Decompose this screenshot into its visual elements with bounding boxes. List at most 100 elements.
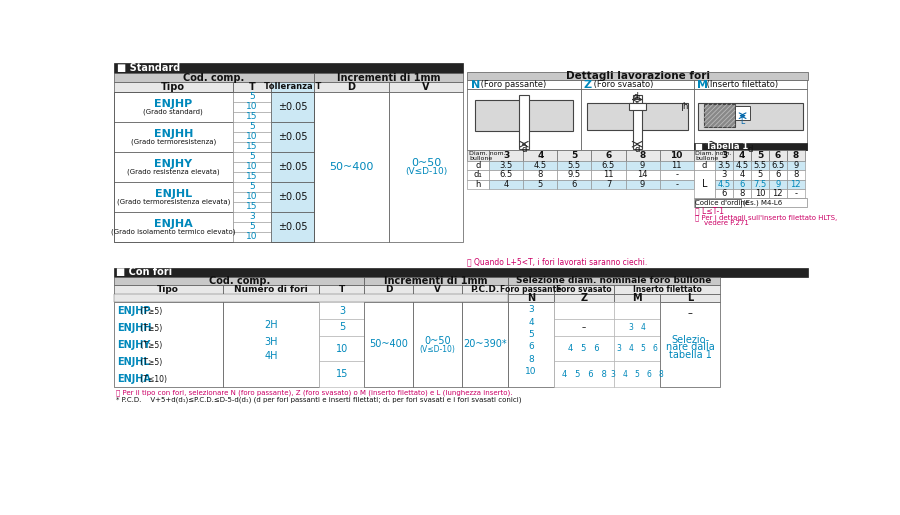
Bar xyxy=(580,80,694,89)
Text: Diam. nom.: Diam. nom. xyxy=(469,151,506,156)
Bar xyxy=(232,152,272,162)
Bar xyxy=(587,102,688,130)
Text: Inserto filettato: Inserto filettato xyxy=(633,285,701,294)
Text: 9: 9 xyxy=(640,161,645,170)
Bar xyxy=(614,336,661,362)
Text: ENJHH: ENJHH xyxy=(117,323,151,333)
Text: 3H: 3H xyxy=(265,337,278,347)
Text: 3: 3 xyxy=(249,213,255,221)
Bar xyxy=(523,170,557,180)
Text: Z: Z xyxy=(580,293,588,303)
Text: 5: 5 xyxy=(249,152,255,161)
Text: (T≥5): (T≥5) xyxy=(139,307,163,316)
Text: 9: 9 xyxy=(640,180,645,188)
Text: 6.5: 6.5 xyxy=(500,170,513,180)
Bar xyxy=(232,192,272,202)
Bar xyxy=(626,150,660,161)
Bar xyxy=(114,92,232,122)
Bar xyxy=(716,189,733,198)
Text: 8: 8 xyxy=(537,170,543,180)
Text: Foro passante: Foro passante xyxy=(500,285,562,294)
Bar xyxy=(389,92,463,242)
Text: V: V xyxy=(434,285,441,294)
Text: 4H: 4H xyxy=(265,351,278,361)
Text: ±0.05: ±0.05 xyxy=(278,162,308,172)
Bar xyxy=(716,170,733,180)
Bar xyxy=(232,232,272,242)
Text: 20~390*: 20~390* xyxy=(464,339,507,349)
Text: 5: 5 xyxy=(249,123,255,131)
Bar xyxy=(114,277,364,285)
Bar xyxy=(694,143,807,150)
Text: 5: 5 xyxy=(249,92,255,101)
Bar xyxy=(614,294,661,302)
Text: ⓘ Quando L+5<T, i fori lavorati saranno ciechi.: ⓘ Quando L+5<T, i fori lavorati saranno … xyxy=(467,258,648,266)
Text: Tipo: Tipo xyxy=(161,82,185,92)
Bar xyxy=(614,285,720,294)
Text: (Grado termoresistenza elevata): (Grado termoresistenza elevata) xyxy=(117,198,230,205)
Bar xyxy=(413,285,462,294)
Bar xyxy=(694,198,807,208)
Text: 12: 12 xyxy=(790,180,801,188)
Text: 10: 10 xyxy=(336,344,348,354)
Text: Selezio-: Selezio- xyxy=(671,335,709,345)
Bar xyxy=(716,161,733,170)
Text: 15: 15 xyxy=(247,173,257,181)
Bar xyxy=(769,161,787,170)
Bar xyxy=(232,102,272,112)
Bar xyxy=(232,82,272,92)
Bar xyxy=(704,104,734,127)
Text: Cod. comp.: Cod. comp. xyxy=(184,73,245,82)
Bar xyxy=(272,82,314,92)
Bar xyxy=(660,170,694,180)
Bar xyxy=(752,189,769,198)
Bar xyxy=(523,161,557,170)
Text: M: M xyxy=(633,293,642,303)
Bar xyxy=(114,122,232,152)
Text: ±0.05: ±0.05 xyxy=(278,132,308,142)
Text: L: L xyxy=(687,293,693,303)
Bar xyxy=(467,161,490,170)
Bar xyxy=(508,285,554,294)
Text: 10: 10 xyxy=(247,102,257,111)
Text: 12: 12 xyxy=(772,189,783,198)
Text: Tipo: Tipo xyxy=(158,285,179,294)
Text: -: - xyxy=(794,189,797,198)
Text: d: d xyxy=(748,145,753,154)
Bar xyxy=(626,180,660,189)
Text: 14: 14 xyxy=(637,170,648,180)
Text: 10: 10 xyxy=(670,151,683,160)
Bar xyxy=(462,285,508,294)
Bar xyxy=(752,150,769,161)
Text: (T≥5): (T≥5) xyxy=(139,357,163,367)
Bar xyxy=(114,92,314,242)
Text: 4   5   6: 4 5 6 xyxy=(568,344,600,353)
Text: bullone: bullone xyxy=(696,156,718,161)
Bar xyxy=(320,302,365,319)
Bar xyxy=(232,182,272,192)
Bar xyxy=(508,294,554,302)
Bar xyxy=(320,285,365,294)
Bar xyxy=(232,162,272,172)
Bar xyxy=(716,150,733,161)
Bar xyxy=(314,73,463,82)
Bar xyxy=(554,362,614,387)
Bar xyxy=(232,172,272,182)
Text: (Grado termoresistenza): (Grado termoresistenza) xyxy=(130,138,216,145)
Bar xyxy=(467,170,490,180)
Text: ENJHY: ENJHY xyxy=(117,340,150,350)
Text: 15: 15 xyxy=(247,142,257,151)
Bar xyxy=(114,302,222,387)
Text: ■ Standard: ■ Standard xyxy=(117,63,180,73)
Text: 3.5: 3.5 xyxy=(500,161,513,170)
Bar xyxy=(467,180,490,189)
Text: D: D xyxy=(385,285,392,294)
Text: ■ Tabella 1: ■ Tabella 1 xyxy=(696,142,749,151)
Bar xyxy=(769,150,787,161)
Text: h: h xyxy=(475,180,481,188)
Bar xyxy=(769,189,787,198)
Text: nare dalla: nare dalla xyxy=(666,342,715,352)
Text: 10: 10 xyxy=(247,232,257,242)
Bar xyxy=(660,180,694,189)
Text: (Foro passante): (Foro passante) xyxy=(478,80,545,89)
